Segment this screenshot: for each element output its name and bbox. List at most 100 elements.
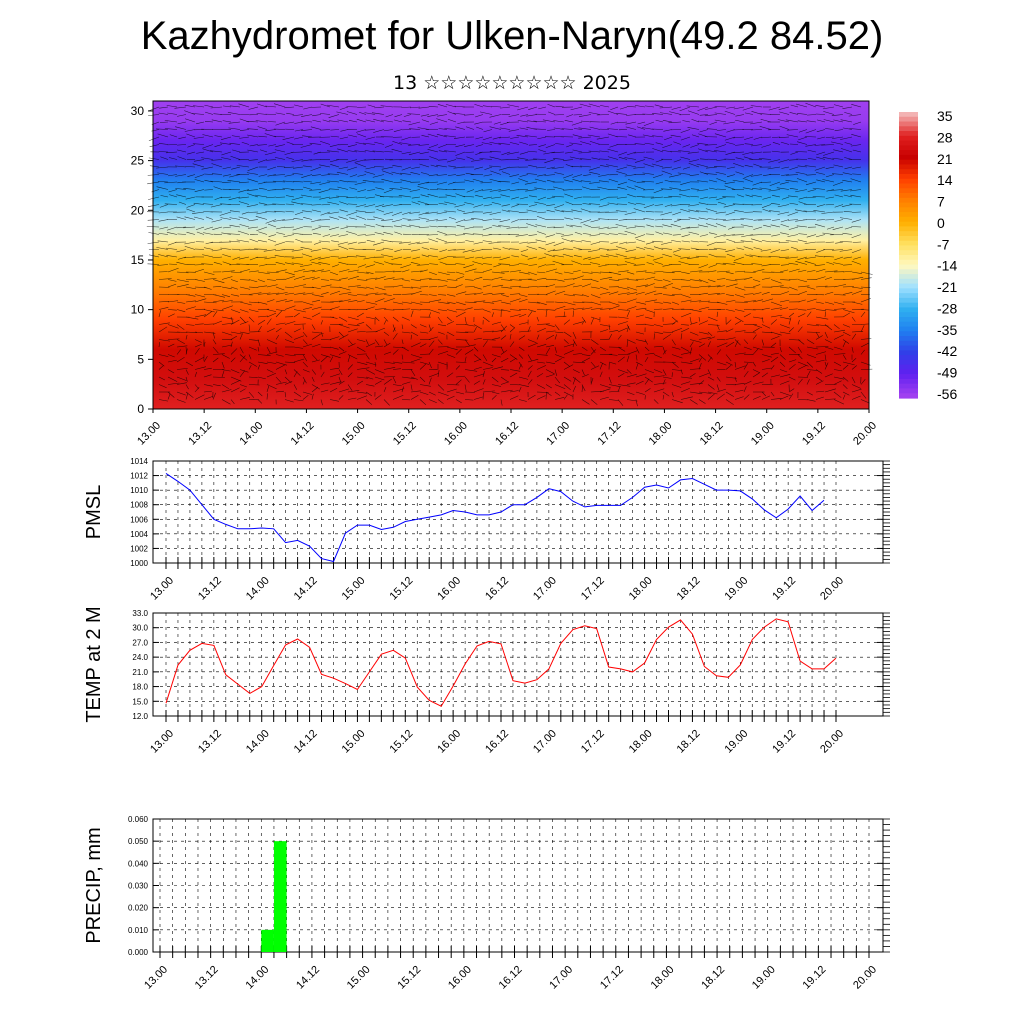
- wind-vector: [744, 136, 754, 140]
- wind-vector: [347, 316, 359, 321]
- wind-vector: [327, 201, 340, 205]
- wind-vector: [618, 156, 628, 160]
- wind-vector: [571, 121, 583, 126]
- wind-vector: [284, 321, 296, 325]
- wind-vector: [320, 389, 329, 393]
- wind-vector: [311, 384, 321, 390]
- wind-vector: [284, 399, 294, 403]
- wind-vector: [255, 194, 268, 198]
- wind-vector: [176, 376, 187, 381]
- wind-vector: [615, 224, 628, 228]
- pmsl-panel-frame: [152, 460, 884, 564]
- x-tick-label: 16.00: [435, 575, 463, 603]
- wind-vector: [750, 121, 763, 125]
- wind-vector: [607, 156, 619, 160]
- x-tick-label: 14.00: [244, 575, 272, 603]
- wind-vector: [365, 384, 375, 387]
- wind-vector: [497, 181, 511, 183]
- wind-vector: [338, 256, 349, 259]
- wind-vector: [796, 225, 808, 228]
- pmsl-series-line: [165, 472, 825, 563]
- wind-vector: [637, 121, 646, 125]
- wind-vector: [511, 255, 520, 258]
- wind-vector: [473, 292, 484, 295]
- wind-vector: [411, 196, 421, 199]
- wind-vector: [671, 346, 681, 350]
- wind-vector: [760, 181, 772, 183]
- wind-vector: [789, 143, 799, 145]
- wind-vector: [716, 342, 728, 348]
- wind-vector: [716, 311, 719, 318]
- x-tick-label: 16.12: [497, 964, 525, 992]
- wind-vector: [628, 202, 637, 205]
- wind-vector: [239, 388, 246, 393]
- wind-vector: [176, 261, 187, 265]
- wind-vector: [230, 309, 241, 314]
- wind-vector: [536, 277, 547, 280]
- colorbar-band: [899, 388, 918, 394]
- wind-vector: [851, 276, 864, 280]
- wind-vector: [169, 263, 178, 265]
- wind-vector: [491, 196, 502, 199]
- wind-vector: [401, 106, 412, 108]
- wind-vector: [572, 310, 574, 318]
- wind-vector: [851, 316, 856, 322]
- wind-vector: [626, 241, 637, 244]
- wind-vector: [365, 324, 372, 330]
- wind-vector: [473, 204, 484, 208]
- wind-vector: [797, 361, 809, 367]
- wind-vector: [482, 263, 493, 265]
- wind-vector: [749, 234, 763, 236]
- colorbar-band: [899, 345, 918, 351]
- wind-vector: [464, 399, 474, 401]
- wind-vector: [365, 391, 373, 397]
- wind-vector: [320, 371, 325, 378]
- wind-vector: [248, 354, 252, 360]
- x-tick-label: 15.00: [340, 575, 368, 603]
- wind-vector: [606, 164, 619, 168]
- wind-vector: [591, 157, 601, 160]
- wind-vector: [491, 337, 501, 340]
- wind-vector: [221, 300, 233, 303]
- wind-vector: [617, 181, 628, 186]
- wind-vector: [742, 178, 754, 183]
- wind-vector: [821, 211, 835, 214]
- wind-vector: [761, 372, 769, 378]
- wind-vector: [400, 187, 412, 190]
- wind-vector: [742, 151, 754, 155]
- wind-vector: [383, 270, 395, 273]
- wind-vector: [844, 226, 853, 230]
- wind-vector: [383, 378, 392, 385]
- wind-vector: [527, 271, 537, 276]
- y-tick-label: 25: [131, 154, 145, 168]
- wind-vector: [401, 286, 414, 289]
- wind-vector: [662, 308, 674, 310]
- wind-vector: [860, 379, 866, 385]
- wind-vector: [713, 166, 727, 168]
- wind-vector: [174, 106, 187, 109]
- wind-vector: [671, 286, 681, 291]
- wind-vector: [192, 211, 205, 214]
- wind-vector: [626, 114, 637, 116]
- wind-vector: [743, 346, 752, 350]
- x-tick-label: 13.12: [196, 728, 224, 756]
- wind-vector: [293, 399, 304, 402]
- wind-vector: [329, 216, 340, 220]
- wind-vector: [177, 256, 187, 260]
- wind-vector: [554, 346, 557, 353]
- wind-vector: [538, 106, 547, 110]
- wind-vector: [797, 319, 800, 325]
- wind-vector: [330, 164, 340, 168]
- wind-vector: [518, 263, 529, 265]
- wind-vector: [249, 238, 259, 243]
- wind-vector: [849, 203, 862, 205]
- wind-vector: [716, 129, 727, 131]
- wind-vector: [850, 178, 862, 183]
- wind-vector: [669, 187, 682, 190]
- wind-vector: [798, 196, 808, 200]
- wind-vector: [506, 151, 520, 155]
- wind-vector: [177, 156, 187, 160]
- wind-vector: [482, 256, 493, 259]
- wind-vector: [329, 279, 341, 281]
- wind-vector: [806, 298, 817, 303]
